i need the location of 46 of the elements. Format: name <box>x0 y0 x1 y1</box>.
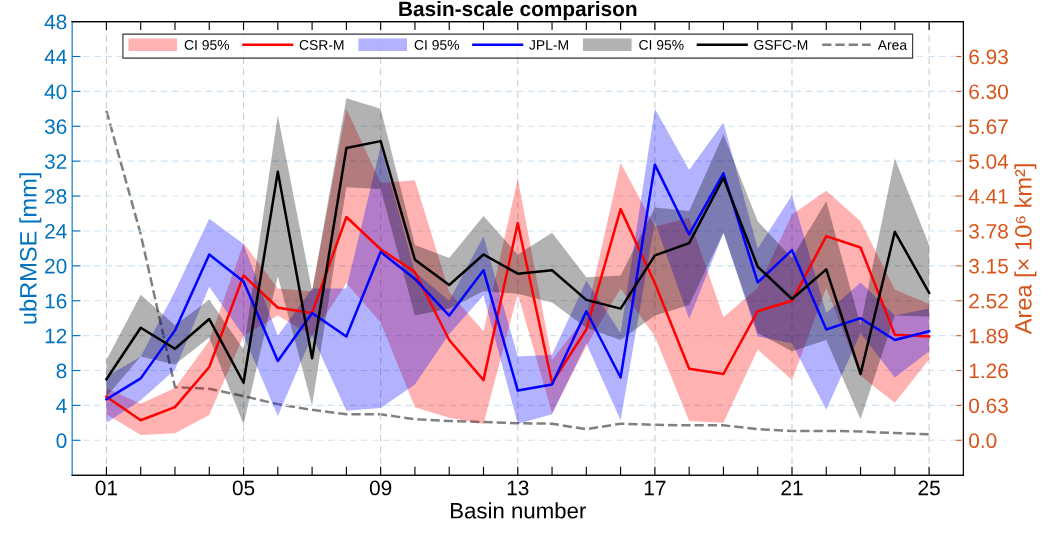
legend-label: Area <box>877 40 908 50</box>
y2-tick-label: 4.41 <box>968 189 1008 204</box>
y2-axis-title: Area [× 10⁶ km²] <box>1014 164 1037 335</box>
y2-tick-label: 2.52 <box>969 293 1008 309</box>
x-tick-label: 01 <box>95 480 117 496</box>
line-series <box>105 207 931 422</box>
x-tick-label: 09 <box>369 480 392 496</box>
y2-tick-label: 3.78 <box>969 223 1008 239</box>
y-tick-label: 4 <box>56 398 67 413</box>
legend-label: GSFC-M <box>754 40 808 50</box>
y-tick-label: 20 <box>45 258 67 274</box>
y-tick-label: 16 <box>45 293 67 309</box>
line-series <box>105 139 931 384</box>
annotation: CI 95% <box>639 40 684 50</box>
y-tick-label: 12 <box>45 328 67 344</box>
x-tick-label: 21 <box>781 480 803 496</box>
chart-title: Basin-scale comparison <box>399 0 637 21</box>
legend-label: JPL-M <box>529 40 568 50</box>
x-axis-title: Basin number <box>451 502 586 519</box>
y-tick-label: 32 <box>44 154 67 169</box>
y-tick-label: 40 <box>44 84 67 100</box>
y-axis-title: ubRMSE [mm] <box>19 173 42 324</box>
y2-tick-label: 0.63 <box>969 398 1008 414</box>
annotation: CI 95% <box>184 40 230 50</box>
y-tick-label: 28 <box>45 189 67 204</box>
x-tick-label: 13 <box>507 480 529 496</box>
y-tick-label: 8 <box>56 363 67 379</box>
y2-tick-label: 6.30 <box>969 84 1008 100</box>
y-tick-label: 0 <box>56 433 67 449</box>
y-tick-label: 36 <box>44 119 67 135</box>
y2-tick-label: 1.26 <box>969 363 1008 379</box>
x-tick-label: 05 <box>232 480 255 496</box>
y2-tick-label: 0.0 <box>969 433 997 449</box>
x-tick-label: 25 <box>918 480 940 496</box>
y2-tick-label: 5.04 <box>969 154 1009 169</box>
legend-label: CSR-M <box>299 40 344 50</box>
y2-tick-label: 6.93 <box>969 49 1008 65</box>
x-tick-label: 17 <box>644 480 666 496</box>
y-tick-label: 24 <box>45 223 67 239</box>
y2-tick-label: 3.15 <box>969 258 1008 274</box>
y-tick-label: 44 <box>44 49 67 65</box>
line-series <box>105 163 931 401</box>
y2-tick-label: 5.67 <box>969 119 1008 135</box>
annotation: CI 95% <box>414 40 460 50</box>
y2-tick-label: 1.89 <box>969 328 1008 344</box>
y-tick-label: 48 <box>44 14 67 30</box>
